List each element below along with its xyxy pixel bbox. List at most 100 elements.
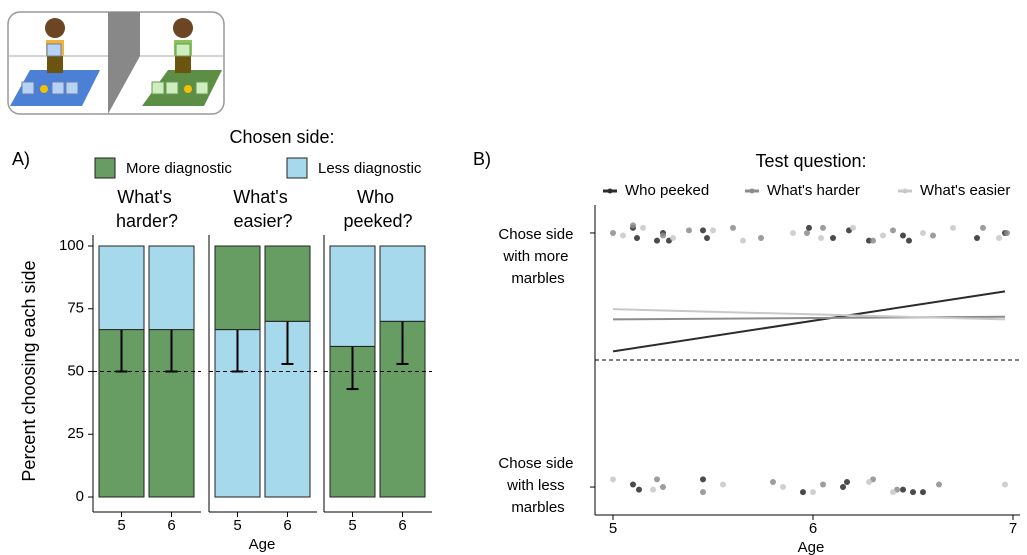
x-tick-label: 5 <box>609 520 617 537</box>
point <box>640 225 646 231</box>
point <box>810 489 816 495</box>
legend-label: What's harder <box>767 182 860 199</box>
legend-title: Chosen side: <box>229 127 334 147</box>
bar-segment <box>149 246 194 330</box>
point <box>900 232 906 238</box>
y-tick-label: 25 <box>67 425 84 442</box>
point <box>800 489 806 495</box>
point <box>610 476 616 482</box>
point <box>830 235 836 241</box>
point <box>950 225 956 231</box>
point <box>920 489 926 495</box>
point <box>700 227 706 233</box>
point <box>910 489 916 495</box>
illustration <box>8 12 224 114</box>
legend-label: Who peeked <box>625 182 709 199</box>
point <box>906 238 912 244</box>
y-tick-label: 75 <box>67 300 84 317</box>
point <box>1002 482 1008 488</box>
figure: A) Chosen side: Percent choosing each si… <box>0 0 1027 555</box>
point <box>700 476 706 482</box>
point <box>890 489 896 495</box>
facet-title: What's easier? <box>233 187 292 231</box>
legend-swatch-dot <box>608 189 613 194</box>
facet-title: What's harder? <box>116 187 178 231</box>
x-tick-label: 7 <box>1009 520 1017 537</box>
bar-segment <box>99 246 144 330</box>
y-axis-label: Percent choosing each side <box>19 260 39 481</box>
point <box>630 482 636 488</box>
legend-label: Less diagnostic <box>318 160 422 177</box>
x-tick-label: 5 <box>348 517 356 534</box>
panel-label: B) <box>473 149 491 169</box>
legend-swatch-dot <box>903 189 908 194</box>
point <box>770 479 776 485</box>
point <box>650 487 656 493</box>
point <box>670 235 676 241</box>
point <box>630 222 636 228</box>
point <box>1004 230 1010 236</box>
x-axis-label: Age <box>798 539 825 555</box>
page: A) Chosen side: Percent choosing each si… <box>0 0 1027 555</box>
point <box>820 225 826 231</box>
point <box>936 482 942 488</box>
point <box>720 482 726 488</box>
x-axis-label: Age <box>249 536 276 553</box>
panel-label: A) <box>12 149 30 169</box>
point <box>780 484 786 490</box>
bar-segment <box>330 246 375 346</box>
point <box>844 479 850 485</box>
x-tick-label: 5 <box>233 517 241 534</box>
point <box>654 238 660 244</box>
y-tick-label: Chose side with more marbles <box>498 226 577 287</box>
y-tick-label: 100 <box>59 237 84 254</box>
point <box>818 235 824 241</box>
point <box>634 235 640 241</box>
y-tick-label: Chose side with less marbles <box>498 455 577 516</box>
point <box>636 487 642 493</box>
point <box>900 487 906 493</box>
point <box>686 227 692 233</box>
point <box>730 225 736 231</box>
x-tick-label: 6 <box>398 517 406 534</box>
y-tick-label: 50 <box>67 362 84 379</box>
bar-segment <box>380 246 425 321</box>
x-tick-label: 6 <box>809 520 817 537</box>
point <box>790 230 796 236</box>
y-tick-label: 0 <box>76 488 84 505</box>
facet-title: Who peeked? <box>343 187 412 231</box>
point <box>654 476 660 482</box>
legend-swatch <box>95 158 115 178</box>
point <box>610 230 616 236</box>
fit-line <box>613 291 1005 351</box>
point <box>870 238 876 244</box>
legend-swatch <box>287 158 307 178</box>
point <box>740 238 746 244</box>
point <box>866 479 872 485</box>
point <box>880 232 886 238</box>
point <box>890 227 896 233</box>
point <box>850 225 856 231</box>
point <box>930 232 936 238</box>
legend-title: Test question: <box>755 151 866 171</box>
point <box>980 225 986 231</box>
point <box>996 235 1002 241</box>
point <box>804 230 810 236</box>
point <box>758 235 764 241</box>
point <box>620 232 626 238</box>
bar-segment <box>215 246 260 330</box>
legend-label: What's easier <box>920 182 1010 199</box>
x-tick-label: 6 <box>283 517 291 534</box>
point <box>974 235 980 241</box>
point <box>660 232 666 238</box>
point <box>710 227 716 233</box>
x-tick-label: 5 <box>117 517 125 534</box>
bar-segment <box>265 246 310 321</box>
point <box>704 235 710 241</box>
point <box>660 484 666 490</box>
point <box>700 489 706 495</box>
point <box>820 482 826 488</box>
legend-label: More diagnostic <box>126 160 232 177</box>
point <box>920 230 926 236</box>
x-tick-label: 6 <box>167 517 175 534</box>
